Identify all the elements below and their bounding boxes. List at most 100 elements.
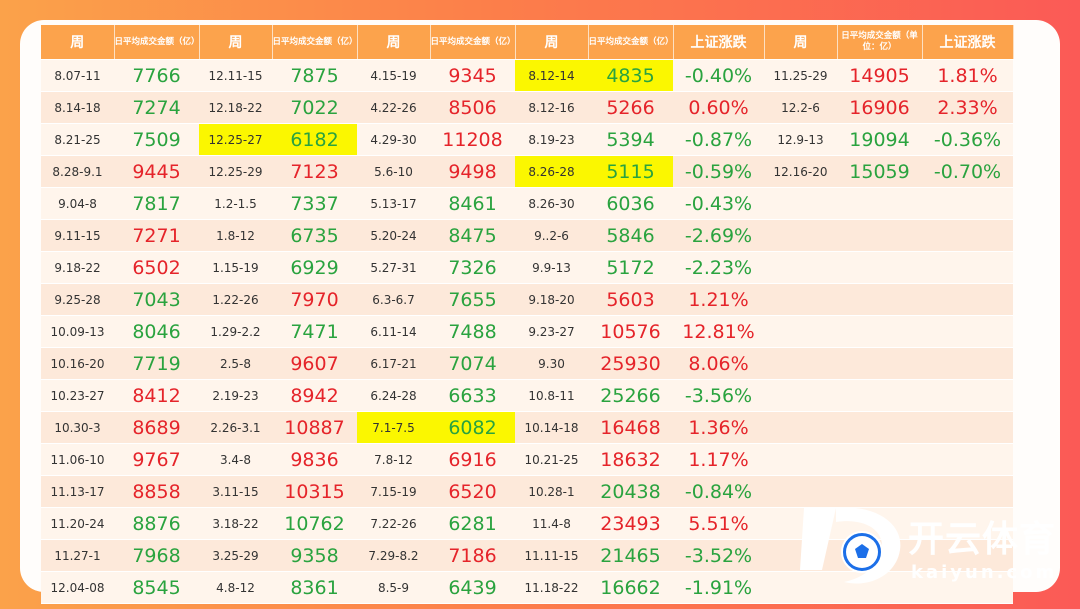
week-cell [764, 251, 837, 284]
avg-volume-cell [837, 411, 922, 444]
week-cell: 8.5-9 [357, 571, 430, 604]
week-cell: 1.22-26 [199, 283, 272, 316]
week-cell: 8.19-23 [515, 123, 588, 156]
header-sh-change: 上证涨跌 [673, 25, 765, 60]
week-cell: 8.26-30 [515, 187, 588, 220]
table-row: 9.04-8 7817 1.2-1.5 7337 5.13-17 8461 8.26-30 6… [41, 187, 1013, 220]
avg-volume-cell: 5115 [588, 155, 673, 188]
week-cell: 11.18-22 [515, 571, 588, 604]
header-week: 周 [357, 25, 431, 60]
avg-volume-cell [837, 443, 922, 476]
week-cell: 9.18-22 [41, 251, 114, 284]
avg-volume-cell: 8461 [430, 187, 515, 220]
avg-volume-cell: 7655 [430, 283, 515, 316]
week-cell [764, 315, 837, 348]
sh-change-cell [922, 347, 1013, 380]
avg-volume-cell: 11208 [430, 123, 515, 156]
week-cell [764, 347, 837, 380]
avg-volume-cell: 6036 [588, 187, 673, 220]
sh-change-cell: 5.51% [673, 507, 764, 540]
avg-volume-cell: 7509 [114, 123, 199, 156]
week-cell [764, 411, 837, 444]
week-cell: 1.15-19 [199, 251, 272, 284]
avg-volume-cell: 5603 [588, 283, 673, 316]
avg-volume-cell: 5846 [588, 219, 673, 252]
week-cell: 6.3-6.7 [357, 283, 430, 316]
avg-volume-cell: 8046 [114, 315, 199, 348]
avg-volume-cell: 7022 [272, 91, 357, 124]
week-cell [764, 219, 837, 252]
week-cell: 3.11-15 [199, 475, 272, 508]
avg-volume-cell [837, 219, 922, 252]
week-cell: 12.2-6 [764, 91, 837, 124]
week-cell: 12.04-08 [41, 571, 114, 604]
week-cell: 12.25-29 [199, 155, 272, 188]
avg-volume-cell: 8361 [272, 571, 357, 604]
trading-volume-table: 周 日平均成交金额（亿） 周 日平均成交金额（亿） 周 日平均成交金额（亿） 周… [41, 25, 1014, 604]
avg-volume-cell: 7471 [272, 315, 357, 348]
week-cell: 7.29-8.2 [357, 539, 430, 572]
avg-volume-cell: 8942 [272, 379, 357, 412]
week-cell: 7.8-12 [357, 443, 430, 476]
week-cell: 8.26-28 [515, 155, 588, 188]
sh-change-cell: -0.84% [673, 475, 764, 508]
week-cell: 3.25-29 [199, 539, 272, 572]
avg-volume-cell [837, 347, 922, 380]
sh-change-cell: -0.87% [673, 123, 764, 156]
week-cell: 3.18-22 [199, 507, 272, 540]
week-cell: 10.16-20 [41, 347, 114, 380]
week-cell: 8.12-16 [515, 91, 588, 124]
avg-volume-cell: 6520 [430, 475, 515, 508]
header-week: 周 [199, 25, 273, 60]
header-avg-volume: 日平均成交金额（亿） [430, 25, 516, 60]
avg-volume-cell [837, 379, 922, 412]
header-avg-volume: 日平均成交金额（亿） [588, 25, 674, 60]
avg-volume-cell: 8876 [114, 507, 199, 540]
table-row: 11.06-10 9767 3.4-8 9836 7.8-12 6916 10.21-25 1… [41, 443, 1013, 476]
avg-volume-cell [837, 251, 922, 284]
avg-volume-cell: 6929 [272, 251, 357, 284]
sh-change-cell: 1.36% [673, 411, 764, 444]
sh-change-cell: 1.81% [922, 59, 1013, 92]
header-avg-volume: 日平均成交金额（亿） [114, 25, 200, 60]
week-cell: 9.25-28 [41, 283, 114, 316]
table-row: 8.14-18 7274 12.18-22 7022 4.22-26 8506 8.12-1… [41, 91, 1013, 124]
avg-volume-cell: 6182 [272, 123, 357, 156]
avg-volume-cell: 10762 [272, 507, 357, 540]
avg-volume-cell: 15059 [837, 155, 922, 188]
week-cell: 1.8-12 [199, 219, 272, 252]
week-cell: 10.09-13 [41, 315, 114, 348]
week-cell: 8.28-9.1 [41, 155, 114, 188]
week-cell: 11.13-17 [41, 475, 114, 508]
avg-volume-cell [837, 283, 922, 316]
week-cell: 11.27-1 [41, 539, 114, 572]
avg-volume-cell: 14905 [837, 59, 922, 92]
avg-volume-cell: 8506 [430, 91, 515, 124]
week-cell: 8.14-18 [41, 91, 114, 124]
week-cell: 5.27-31 [357, 251, 430, 284]
avg-volume-cell: 18632 [588, 443, 673, 476]
week-cell: 12.18-22 [199, 91, 272, 124]
avg-volume-cell: 7970 [272, 283, 357, 316]
sh-change-cell: 12.81% [673, 315, 764, 348]
logo-chinese-text: 开云体育 [908, 519, 1057, 560]
week-cell: 6.24-28 [357, 379, 430, 412]
avg-volume-cell: 6439 [430, 571, 515, 604]
week-cell: 9.11-15 [41, 219, 114, 252]
week-cell [764, 379, 837, 412]
avg-volume-cell: 7766 [114, 59, 199, 92]
avg-volume-cell: 9358 [272, 539, 357, 572]
week-cell: 8.12-14 [515, 59, 588, 92]
table-row: 10.09-13 8046 1.29-2.2 7471 6.11-14 7488 9.23-… [41, 315, 1013, 348]
avg-volume-cell: 20438 [588, 475, 673, 508]
avg-volume-cell: 9345 [430, 59, 515, 92]
avg-volume-cell: 9498 [430, 155, 515, 188]
week-cell: 11.25-29 [764, 59, 837, 92]
week-cell: 2.5-8 [199, 347, 272, 380]
sh-change-cell: -0.36% [922, 123, 1013, 156]
avg-volume-cell: 6082 [430, 411, 515, 444]
week-cell: 11.20-24 [41, 507, 114, 540]
sh-change-cell [922, 507, 1013, 540]
week-cell: 5.13-17 [357, 187, 430, 220]
week-cell: 8.07-11 [41, 59, 114, 92]
